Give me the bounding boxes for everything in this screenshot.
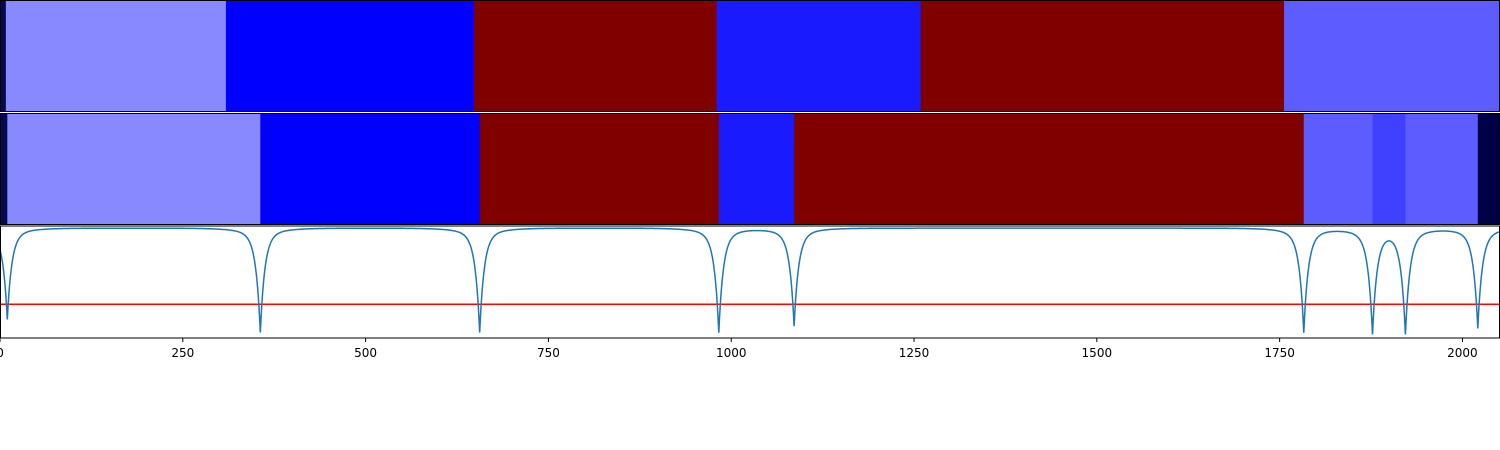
x-tick-label-2: 500	[354, 346, 377, 360]
segment-1-5	[794, 113, 1305, 225]
segment-0-3	[473, 0, 718, 112]
segment-0-4	[716, 0, 922, 112]
x-tick-label-1: 250	[171, 346, 194, 360]
segment-0-5	[920, 0, 1285, 112]
segment-1-4	[718, 113, 795, 225]
x-tick-label-6: 1500	[1082, 346, 1113, 360]
segment-1-7	[1372, 113, 1406, 225]
segment-1-1	[7, 113, 261, 225]
segment-1-9	[1477, 113, 1500, 225]
segment-0-2	[225, 0, 475, 112]
signal-panel-background	[0, 226, 1500, 338]
segment-1-0	[0, 113, 8, 225]
segment-1-3	[479, 113, 720, 225]
x-tick-label-0: 0	[0, 346, 4, 360]
x-tick-label-5: 1250	[899, 346, 930, 360]
segment-0-1	[5, 0, 227, 112]
segment-track-bottom	[0, 113, 1500, 225]
x-axis: 0 250 500 750 1000 1250 1500 1750 2000	[0, 338, 1478, 360]
x-tick-label-3: 750	[537, 346, 560, 360]
segment-0-6	[1284, 0, 1500, 112]
signal-panel	[0, 225, 1500, 339]
x-tick-label-4: 1000	[716, 346, 747, 360]
segment-1-2	[260, 113, 481, 225]
x-tick-label-7: 1750	[1264, 346, 1295, 360]
signal-line	[0, 227, 1500, 335]
segment-0-0	[0, 0, 7, 112]
segment-1-8	[1405, 113, 1479, 225]
segment-1-6	[1303, 113, 1373, 225]
segment-track-top	[0, 0, 1500, 112]
x-tick-label-8: 2000	[1447, 346, 1478, 360]
